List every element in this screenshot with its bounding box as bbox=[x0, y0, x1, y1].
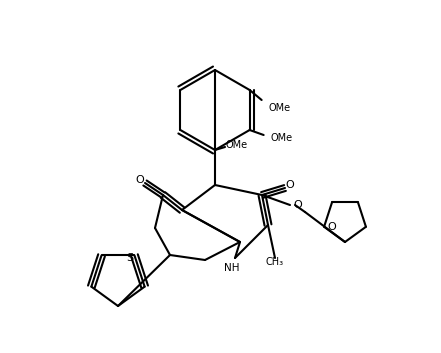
Text: O: O bbox=[294, 200, 303, 210]
Text: O: O bbox=[136, 175, 144, 185]
Text: O: O bbox=[328, 222, 336, 232]
Text: S: S bbox=[126, 253, 133, 263]
Text: OMe: OMe bbox=[271, 133, 293, 143]
Text: OMe: OMe bbox=[226, 140, 248, 150]
Text: CH₃: CH₃ bbox=[266, 257, 284, 267]
Text: O: O bbox=[286, 180, 295, 190]
Text: NH: NH bbox=[224, 263, 240, 273]
Text: OMe: OMe bbox=[269, 103, 291, 113]
